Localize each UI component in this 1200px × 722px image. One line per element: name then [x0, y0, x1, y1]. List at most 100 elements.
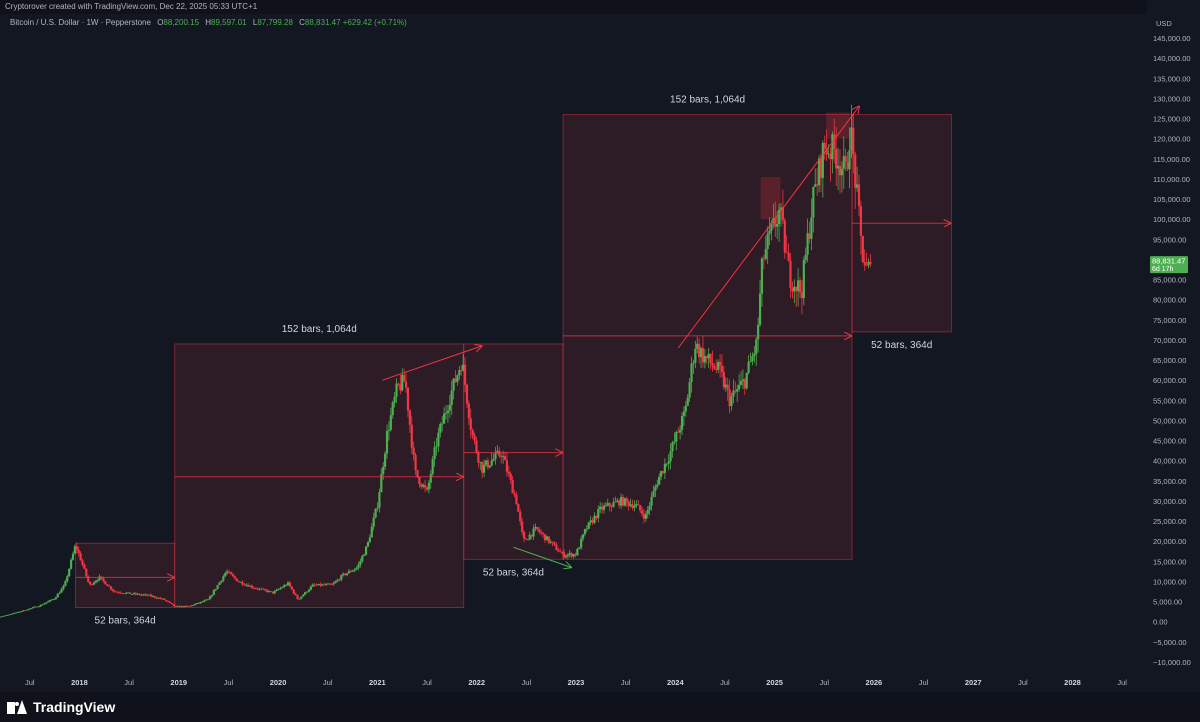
candle-body [237, 581, 240, 582]
candle [423, 479, 427, 493]
candle [644, 511, 647, 522]
candle-body [783, 220, 786, 253]
x-tick-label: 2022 [468, 678, 485, 687]
candle [184, 605, 187, 608]
candle [328, 582, 332, 586]
candle-body [500, 455, 503, 458]
candle [39, 604, 42, 607]
candle [140, 594, 143, 596]
candle [197, 602, 200, 604]
candle-body [245, 584, 248, 586]
candle-body [296, 595, 299, 600]
candle-body [403, 374, 406, 382]
candle [296, 594, 299, 600]
candle [844, 148, 847, 172]
candle-body [205, 599, 208, 601]
candle [357, 562, 360, 571]
candle-body [359, 561, 362, 565]
candle-body [688, 382, 691, 398]
candle [319, 582, 322, 588]
candle-body [507, 471, 510, 474]
top-credit-bar: Cryptorover created with TradingView.com… [0, 0, 1200, 14]
y-tick-label: 0.00 [1153, 618, 1168, 627]
candle [203, 599, 206, 603]
axes-layer: USD 145,000.00 140,000.00 135,000.00 130,000… [24, 19, 1191, 687]
candle-body [446, 410, 450, 413]
candle-body [620, 496, 623, 506]
tradingview-logo[interactable]: TradingView [7, 698, 115, 716]
candle [758, 279, 762, 327]
candle-body [869, 261, 872, 265]
candle [422, 483, 425, 489]
candle [755, 336, 758, 366]
candle [589, 515, 592, 526]
candle-body [852, 127, 855, 155]
y-tick-label: 100,000.00 [1153, 215, 1191, 224]
candle [562, 549, 566, 560]
candle-body [572, 554, 575, 557]
candle-body [739, 381, 743, 385]
candle-body [104, 581, 107, 585]
candle-body [269, 590, 273, 592]
y-tick-label: 105,000.00 [1153, 195, 1191, 204]
candle-body [123, 593, 126, 595]
candle [551, 541, 554, 547]
candle-body [62, 585, 65, 589]
candle-body [559, 551, 562, 553]
candle-body [208, 596, 212, 600]
candle-body [448, 405, 451, 411]
candle [227, 569, 231, 574]
candle [332, 581, 335, 586]
candle-body [89, 581, 92, 585]
candle [446, 404, 450, 423]
candle [793, 279, 796, 304]
candle-body [734, 390, 737, 392]
candle-body [549, 541, 552, 543]
candle [128, 592, 132, 594]
candle-body [656, 484, 659, 487]
candle-body [465, 384, 469, 404]
candle-body [248, 585, 252, 587]
candle [433, 440, 436, 467]
candle [441, 415, 444, 432]
candle-body [376, 507, 379, 509]
candle [673, 432, 676, 445]
candle-body [349, 570, 352, 572]
candle [159, 596, 162, 600]
candle-body [618, 500, 621, 506]
candle-body [351, 570, 354, 572]
candle [24, 609, 27, 612]
candle-body [762, 258, 765, 260]
candle-body [130, 593, 134, 595]
candle [288, 581, 292, 588]
candle-body [340, 575, 343, 580]
candle-body [610, 506, 613, 508]
candle-body [39, 604, 42, 607]
y-tick-label: 30,000.00 [1153, 497, 1186, 506]
candle-body [557, 550, 560, 552]
candle [172, 604, 175, 607]
candle-body [602, 505, 606, 510]
candle-body [856, 184, 859, 188]
candle-body [764, 249, 767, 259]
candle [656, 479, 659, 489]
candle [505, 452, 509, 477]
candle [703, 348, 706, 369]
candle-body [810, 217, 813, 239]
candle-body [28, 608, 31, 610]
range-label-3: 52 bars, 364d [483, 567, 544, 578]
candle-body [753, 353, 756, 356]
candle [195, 603, 198, 605]
candle [479, 461, 482, 470]
candle-body [117, 592, 120, 593]
candle-body [867, 261, 870, 266]
candle-body [781, 207, 784, 221]
candle [867, 258, 870, 269]
candle-body [536, 526, 539, 530]
candle-body [252, 587, 255, 589]
candle [125, 592, 128, 595]
candle-body [336, 579, 339, 582]
candle-body [172, 604, 175, 606]
candle-body [420, 484, 423, 487]
